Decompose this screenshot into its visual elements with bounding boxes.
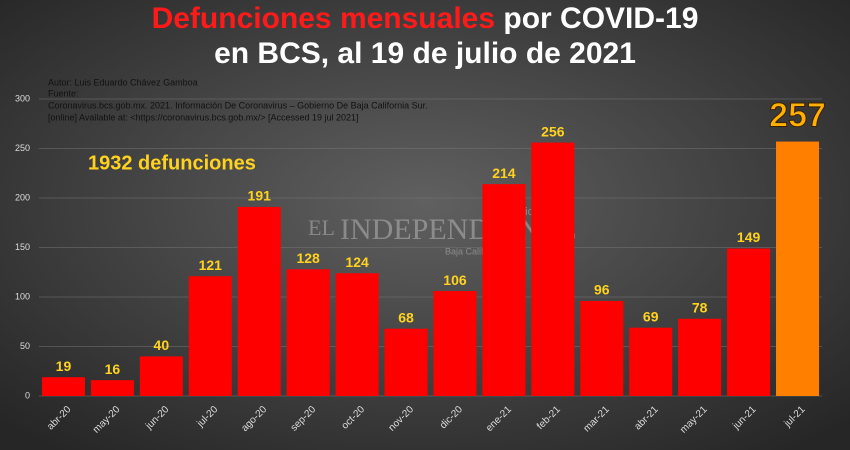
bar	[580, 300, 624, 396]
y-tick-label: 200	[15, 192, 30, 202]
value-label: 40	[154, 337, 170, 353]
y-tick-label: 300	[15, 93, 30, 103]
source-line: Autor: Luis Eduardo Chávez Gamboa	[48, 77, 198, 87]
plot: 05010015020025030019abr-2016may-2040jun-…	[15, 93, 826, 435]
source: Autor: Luis Eduardo Chávez Gamboa Fuente…	[48, 77, 428, 122]
bar	[188, 276, 232, 396]
bar	[531, 142, 575, 396]
title-part: Defunciones mensuales	[152, 2, 495, 35]
bar	[678, 318, 722, 396]
value-label: 191	[248, 188, 272, 204]
bar	[775, 141, 820, 396]
value-label: 68	[398, 309, 414, 325]
bar	[727, 248, 771, 396]
value-label: 69	[643, 308, 659, 324]
source-line: [online] Available at: <https://coronavi…	[48, 112, 359, 122]
y-tick-label: 50	[20, 341, 30, 351]
bar	[237, 206, 281, 396]
chart-subtitle: en BCS, al 19 de julio de 2021	[214, 37, 636, 70]
value-label: 256	[541, 123, 565, 139]
y-tick-label: 150	[15, 242, 30, 252]
bar	[286, 269, 330, 396]
value-label: 16	[105, 361, 121, 377]
bar	[41, 377, 86, 396]
bar	[629, 327, 673, 396]
y-tick-label: 250	[15, 143, 30, 153]
value-label: 78	[692, 299, 708, 315]
bar	[482, 184, 526, 396]
annotation: 1932 defunciones	[88, 152, 256, 174]
bar	[433, 291, 477, 396]
y-tick-label: 0	[25, 390, 30, 400]
value-label: 96	[594, 282, 610, 298]
value-label: 257	[769, 97, 826, 135]
bar	[335, 273, 379, 396]
value-label: 214	[492, 165, 516, 181]
value-label: 19	[56, 358, 72, 374]
y-tick-label: 100	[15, 291, 30, 301]
source-line: Coronavirus.bcs.gob.mx. 2021. Informació…	[48, 100, 428, 110]
title-part: por COVID-19	[503, 2, 698, 35]
source-line: Fuente:	[48, 88, 79, 98]
value-label: 124	[345, 254, 369, 270]
watermark-text: EL	[308, 215, 335, 240]
value-label: 121	[199, 257, 223, 273]
chart-title: Defunciones mensuales por COVID-19	[152, 2, 699, 35]
bar	[139, 356, 183, 396]
value-label: 149	[737, 229, 761, 245]
bar	[90, 380, 134, 396]
value-label: 128	[296, 250, 320, 266]
bar	[384, 328, 428, 396]
value-label: 106	[443, 272, 467, 288]
